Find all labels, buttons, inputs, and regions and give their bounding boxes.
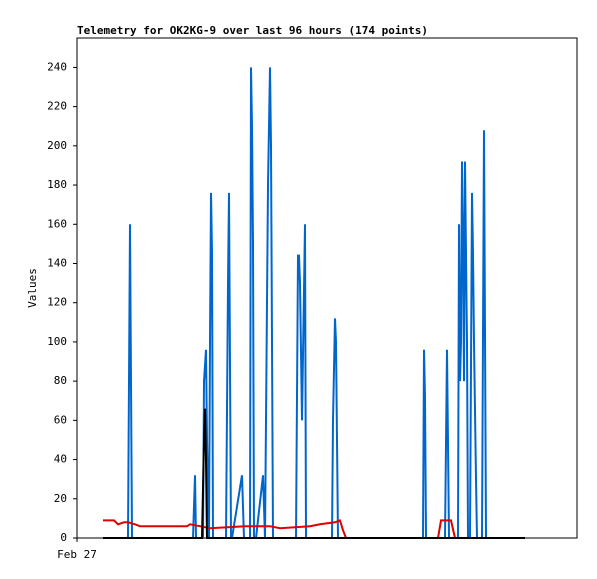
x-tick-label: Feb 27 xyxy=(57,548,97,561)
y-tick-label: 160 xyxy=(47,217,67,230)
y-tick-label: 140 xyxy=(47,256,67,269)
y-tick-label: 100 xyxy=(47,335,67,348)
y-tick-label: 200 xyxy=(47,139,67,152)
plot-frame xyxy=(76,37,578,539)
data-line xyxy=(103,519,525,539)
y-tick-label: 180 xyxy=(47,178,67,191)
y-tick-label: 220 xyxy=(47,100,67,113)
y-tick-label: 80 xyxy=(54,374,67,387)
y-tick-label: 0 xyxy=(60,531,67,544)
y-axis-label: Values xyxy=(26,268,39,308)
y-tick-label: 40 xyxy=(54,453,67,466)
data-line xyxy=(103,67,525,539)
chart-title: Telemetry for OK2KG-9 over last 96 hours… xyxy=(77,24,428,37)
data-line xyxy=(103,408,525,539)
y-tick-label: 120 xyxy=(47,296,67,309)
y-tick-label: 60 xyxy=(54,413,67,426)
y-tick-label: 20 xyxy=(54,492,67,505)
y-tick-label: 240 xyxy=(47,60,67,73)
